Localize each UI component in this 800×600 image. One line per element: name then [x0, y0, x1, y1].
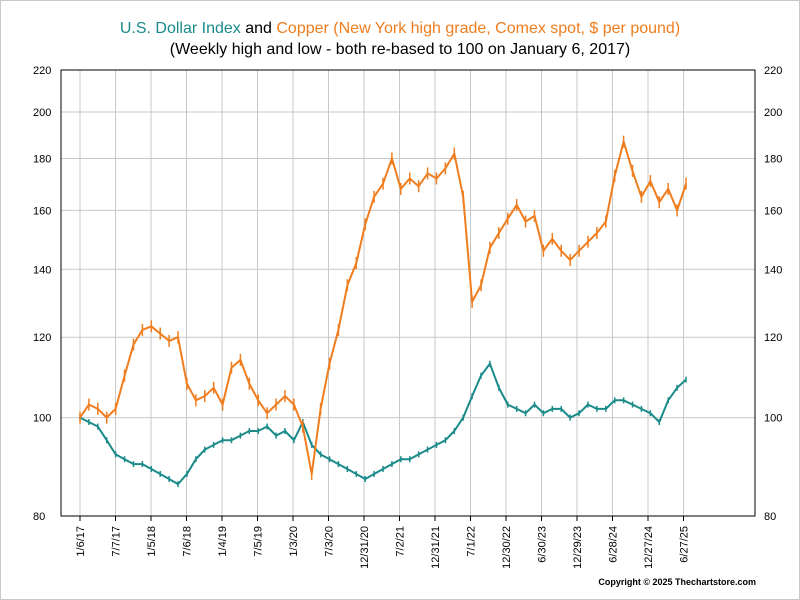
copyright-text: Copyright © 2025 Thechartstore.com	[598, 577, 756, 587]
x-tick-label: 12/31/20	[359, 526, 371, 569]
x-axis: 1/6/17 7/7/17 1/5/18 7/6/18 1/4/19 7/5/19 1/3/…	[75, 516, 691, 569]
title-part-and: and	[240, 20, 277, 37]
y-tick-label-right: 100	[764, 413, 782, 425]
y-tick-label-right: 120	[764, 332, 782, 344]
y-tick-label-right: 160	[764, 205, 782, 217]
x-tick-label: 1/4/19	[217, 526, 229, 557]
x-tick-label: 12/31/21	[430, 526, 442, 569]
y-tick-label-right: 140	[764, 264, 782, 276]
y-tick-label-left: 220	[33, 65, 51, 77]
y-axis-right: 80 100 120 140 160 180 200 220	[764, 65, 782, 523]
y-tick-label-left: 180	[33, 153, 51, 165]
grid-lines	[61, 69, 755, 517]
series-group	[79, 135, 687, 480]
x-tick-label: 12/29/23	[572, 526, 584, 569]
x-tick-label: 6/28/24	[608, 526, 620, 563]
y-tick-label-left: 80	[33, 511, 45, 523]
x-tick-label: 6/30/23	[537, 526, 549, 563]
x-tick-label: 12/30/22	[501, 526, 513, 569]
y-tick-label-right: 180	[764, 153, 782, 165]
x-tick-label: 7/2/21	[395, 526, 407, 557]
x-tick-label: 12/27/24	[643, 526, 655, 569]
title-part-copper: Copper (New York high grade, Comex spot,…	[276, 20, 681, 37]
plot-area-border	[60, 69, 756, 517]
series-group	[79, 360, 687, 488]
y-tick-label-left: 140	[33, 264, 51, 276]
x-tick-label: 7/1/22	[466, 526, 478, 557]
x-tick-label: 7/6/18	[182, 526, 194, 557]
series-line	[79, 140, 687, 475]
y-tick-label-left: 100	[33, 413, 51, 425]
x-tick-label: 6/27/25	[679, 526, 691, 563]
x-tick-label: 1/3/20	[288, 526, 300, 557]
y-axis-left: 80 100 120 140 160 180 200 220	[33, 65, 51, 523]
y-tick-label-left: 120	[33, 332, 51, 344]
y-tick-label-right: 200	[764, 107, 782, 119]
y-tick-label-right: 220	[764, 65, 782, 77]
series-lines	[79, 135, 687, 488]
y-tick-label-left: 200	[33, 107, 51, 119]
chart-titles: U.S. Dollar Index and Copper (New York h…	[0, 18, 800, 60]
x-tick-label: 1/6/17	[75, 526, 87, 557]
y-tick-label-left: 160	[33, 205, 51, 217]
x-tick-label: 7/7/17	[111, 526, 123, 557]
x-tick-label: 7/3/20	[324, 526, 336, 557]
y-tick-label-right: 80	[764, 511, 776, 523]
x-tick-label: 7/5/19	[253, 526, 265, 557]
x-tick-label: 1/5/18	[146, 526, 158, 557]
title-part-dollar: U.S. Dollar Index	[119, 20, 241, 37]
chart-subtitle: (Weekly high and low - both re-based to …	[169, 41, 631, 58]
chart-title: U.S. Dollar Index and Copper (New York h…	[0, 18, 800, 39]
